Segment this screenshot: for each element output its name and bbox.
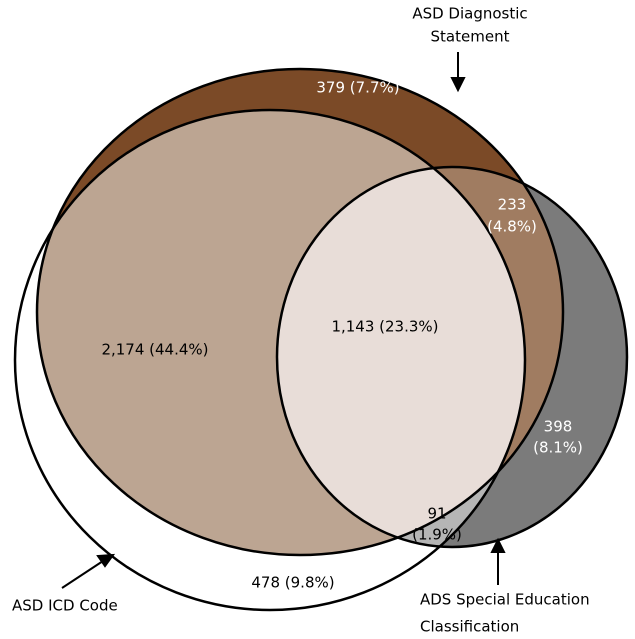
set-label: ADS Special Education <box>420 591 590 609</box>
region-label: 398 <box>544 418 573 436</box>
region-label: 478 (9.8%) <box>251 574 334 592</box>
diagnostic-outline <box>35 67 565 557</box>
triple-region-group <box>277 167 525 547</box>
region-label: (1.9%) <box>412 526 462 544</box>
region-label: 91 <box>427 505 446 523</box>
arrow-line <box>61 560 104 589</box>
triple-region <box>277 167 525 547</box>
arrow-head <box>450 77 466 93</box>
set-label: Statement <box>431 28 510 46</box>
outlines <box>13 67 629 612</box>
special-education-outline <box>275 165 629 549</box>
region-label: 379 (7.7%) <box>316 79 399 97</box>
arrow-head <box>96 553 116 568</box>
set-label: ASD Diagnostic <box>412 5 527 23</box>
set-label: Classification <box>420 618 519 636</box>
region-label: 233 <box>498 196 527 214</box>
icd-outline <box>13 108 527 612</box>
region-label: (8.1%) <box>533 439 583 457</box>
region-label: 2,174 (44.4%) <box>101 341 208 359</box>
region-label: (4.8%) <box>487 218 537 236</box>
arrow-head <box>490 537 506 553</box>
region-label: 1,143 (23.3%) <box>331 318 438 336</box>
set-label: ASD ICD Code <box>12 597 118 615</box>
arrows <box>61 52 506 589</box>
